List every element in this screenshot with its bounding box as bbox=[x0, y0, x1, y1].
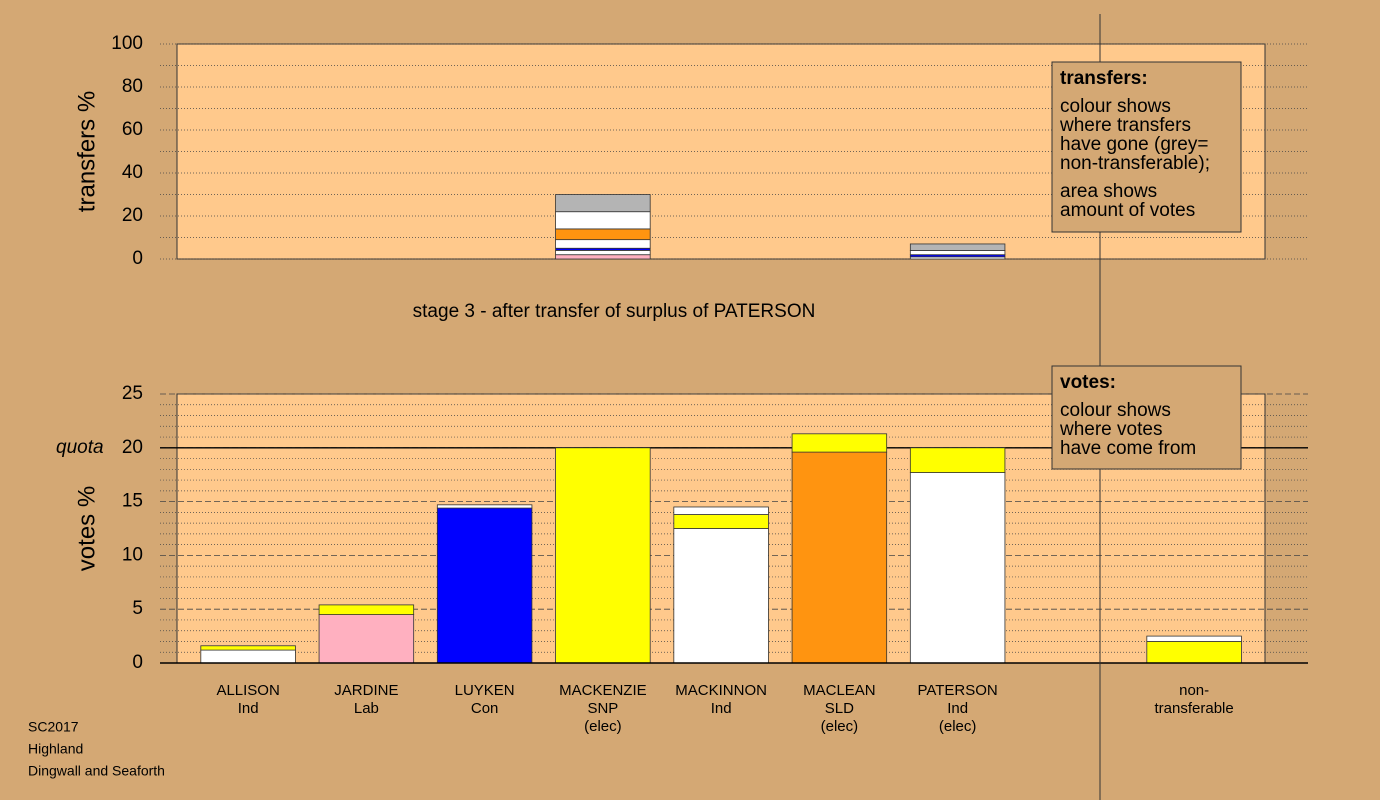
note-line: have gone (grey= bbox=[1060, 134, 1208, 155]
y-axis-label: transfers % bbox=[73, 91, 100, 212]
bar-segment bbox=[673, 514, 769, 529]
note-box bbox=[1051, 61, 1242, 233]
bar-segment bbox=[555, 254, 651, 260]
note-line: colour shows bbox=[1060, 96, 1171, 117]
bar-segment bbox=[555, 211, 651, 230]
x-tick-label: MACLEAN bbox=[803, 682, 876, 699]
x-tick-label: Lab bbox=[354, 700, 379, 717]
note-line: amount of votes bbox=[1060, 200, 1195, 221]
y-tick-label: 10 bbox=[122, 544, 143, 565]
bar-segment bbox=[791, 433, 888, 453]
x-tick-label: PATERSON bbox=[917, 682, 997, 699]
bar-segment bbox=[791, 451, 888, 664]
x-tick-label: (elec) bbox=[584, 718, 622, 735]
y-axis-label: votes % bbox=[73, 486, 100, 571]
quota-label: quota bbox=[56, 437, 104, 458]
x-tick-label: ALLISON bbox=[216, 682, 279, 699]
bar-segment bbox=[555, 249, 651, 256]
y-tick-label: 40 bbox=[122, 162, 143, 183]
note-line: have come from bbox=[1060, 438, 1196, 459]
x-tick-label: non- bbox=[1179, 682, 1209, 699]
x-tick-label: Ind bbox=[947, 700, 968, 717]
y-tick-label: 80 bbox=[122, 76, 143, 97]
note-box bbox=[1051, 365, 1242, 470]
bar-segment bbox=[555, 239, 651, 249]
x-tick-label: JARDINE bbox=[334, 682, 398, 699]
y-tick-label: 25 bbox=[122, 383, 143, 404]
x-tick-label: MACKENZIE bbox=[559, 682, 647, 699]
note-line: colour shows bbox=[1060, 400, 1171, 421]
x-tick-label: Con bbox=[471, 700, 499, 717]
note-line: non-transferable); bbox=[1060, 153, 1210, 174]
bar-segment bbox=[555, 228, 651, 241]
y-tick-label: 15 bbox=[122, 491, 143, 512]
y-tick-label: 0 bbox=[132, 652, 143, 673]
y-tick-label: 100 bbox=[111, 33, 143, 54]
x-tick-label: Ind bbox=[238, 700, 259, 717]
x-tick-label: SNP bbox=[587, 700, 618, 717]
y-tick-label: 20 bbox=[122, 437, 143, 458]
bar-segment bbox=[555, 447, 651, 664]
bar-segment bbox=[673, 528, 769, 664]
note-line: area shows bbox=[1060, 181, 1157, 202]
bar-segment bbox=[1146, 641, 1242, 664]
note-title: votes: bbox=[1060, 372, 1116, 393]
x-tick-label: (elec) bbox=[939, 718, 977, 735]
note-line: where votes bbox=[1059, 419, 1162, 440]
stage-title: stage 3 - after transfer of surplus of P… bbox=[413, 301, 816, 322]
bar-segment bbox=[909, 472, 1006, 664]
bar-segment bbox=[909, 243, 1006, 251]
bar-segment bbox=[673, 506, 769, 515]
y-tick-label: 20 bbox=[122, 205, 143, 226]
bar-segment bbox=[318, 604, 415, 615]
bar-segment bbox=[200, 649, 296, 664]
bar-segment bbox=[1146, 635, 1242, 642]
y-tick-label: 0 bbox=[132, 248, 143, 269]
x-tick-label: transferable bbox=[1155, 700, 1234, 717]
bar-segment bbox=[200, 645, 296, 651]
bar-segment bbox=[909, 249, 1006, 256]
y-tick-label: 5 bbox=[132, 598, 143, 619]
bar-segment bbox=[909, 447, 1006, 473]
footer-line: Dingwall and Seaforth bbox=[28, 763, 165, 779]
bar-segment bbox=[555, 194, 651, 213]
x-tick-label: MACKINNON bbox=[675, 682, 767, 699]
footer-line: Highland bbox=[28, 741, 83, 757]
x-tick-label: Ind bbox=[711, 700, 732, 717]
note-title: transfers: bbox=[1060, 68, 1148, 89]
bar-segment bbox=[318, 614, 415, 664]
footer-line: SC2017 bbox=[28, 719, 79, 735]
x-tick-label: LUYKEN bbox=[455, 682, 515, 699]
x-tick-label: (elec) bbox=[821, 718, 859, 735]
note-line: where transfers bbox=[1059, 115, 1191, 136]
y-tick-label: 60 bbox=[122, 119, 143, 140]
x-tick-label: SLD bbox=[825, 700, 854, 717]
bar-segment bbox=[436, 504, 533, 509]
bar-segment bbox=[436, 507, 533, 664]
